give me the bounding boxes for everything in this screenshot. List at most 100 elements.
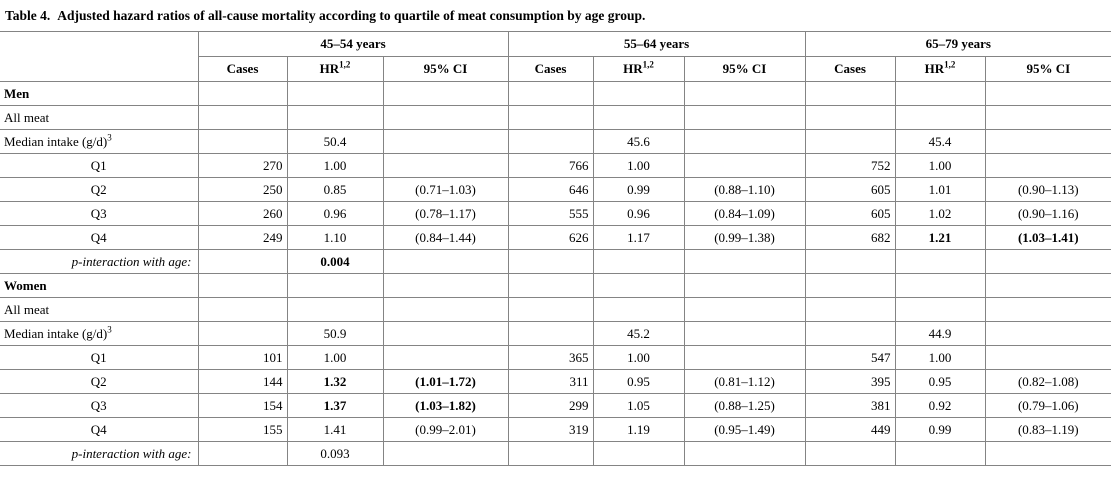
cell-g2-hr xyxy=(592,105,685,130)
cell-g2-ci xyxy=(683,249,806,274)
cell-g1-cases: 154 xyxy=(197,393,288,418)
cell-g2-cases: 311 xyxy=(507,369,594,394)
row-label: Q2 xyxy=(0,369,199,394)
cell-g1-cases xyxy=(197,129,288,154)
cell-g3-hr: 1.21 xyxy=(894,225,986,250)
cell-g3-cases: 752 xyxy=(804,153,896,178)
row-label-text: Median intake (g/d) xyxy=(4,133,108,149)
cell-g1-hr: 50.9 xyxy=(286,321,384,346)
age-group-45-54: 45–54 years xyxy=(197,31,509,57)
cell-g1-ci xyxy=(382,81,509,106)
cell-g3-hr xyxy=(894,81,986,106)
cell-g1-cases xyxy=(197,249,288,274)
cell-g3-cases xyxy=(804,273,896,298)
cell-g3-cases xyxy=(804,129,896,154)
cell-g1-hr: 0.85 xyxy=(286,177,384,202)
col-header-ci-g1: 95% CI xyxy=(382,56,509,82)
col-header-ci-g2: 95% CI xyxy=(683,56,806,82)
cell-g1-hr: 1.00 xyxy=(286,345,384,370)
row-label-text: Q4 xyxy=(90,229,107,245)
age-group-65-79: 65–79 years xyxy=(804,31,1112,57)
cell-g2-ci: (0.84–1.09) xyxy=(683,201,806,226)
cell-g1-ci xyxy=(382,153,509,178)
row-label-text: Q1 xyxy=(90,349,107,365)
cell-g3-ci xyxy=(984,441,1112,466)
cell-g3-hr: 0.95 xyxy=(894,369,986,394)
table-row: Men xyxy=(0,81,1112,106)
cell-g3-hr: 1.00 xyxy=(894,153,986,178)
cell-g2-hr: 45.6 xyxy=(592,129,685,154)
cell-g1-hr: 1.32 xyxy=(286,369,384,394)
cell-g1-ci: (0.78–1.17) xyxy=(382,201,509,226)
cell-g3-hr xyxy=(894,105,986,130)
row-label-text: Men xyxy=(4,85,30,101)
cell-g1-ci xyxy=(382,273,509,298)
corner-cell xyxy=(0,31,199,82)
row-label: p-interaction with age: xyxy=(0,249,199,274)
col-header-cases-g2: Cases xyxy=(507,56,594,82)
row-label: Median intake (g/d)3 xyxy=(0,129,199,154)
cell-g1-cases xyxy=(197,273,288,298)
cell-g1-ci xyxy=(382,345,509,370)
col-header-hr-g3: HR1,2 xyxy=(894,56,986,82)
row-label-text: Median intake (g/d) xyxy=(4,325,108,341)
cell-g3-cases: 449 xyxy=(804,417,896,442)
cell-g2-hr: 0.99 xyxy=(592,177,685,202)
row-label: Q2 xyxy=(0,177,199,202)
col-header-cases-g1: Cases xyxy=(198,56,288,82)
cell-g3-ci xyxy=(984,345,1112,370)
cell-g2-ci xyxy=(683,105,806,130)
cell-g1-cases: 260 xyxy=(197,201,288,226)
cell-g2-cases: 555 xyxy=(507,201,594,226)
cell-g1-hr: 50.4 xyxy=(286,129,384,154)
cell-g1-hr: 0.96 xyxy=(286,201,384,226)
cell-g2-ci xyxy=(683,129,806,154)
cell-g3-ci xyxy=(984,321,1112,346)
cell-g3-ci: (0.83–1.19) xyxy=(984,417,1112,442)
row-label: All meat xyxy=(0,297,199,322)
cell-g2-cases: 299 xyxy=(507,393,594,418)
table-title-prefix: Table 4. xyxy=(5,8,51,23)
row-label-text: Q4 xyxy=(90,421,107,437)
cell-g3-hr xyxy=(894,273,986,298)
col-header-hr-g1: HR1,2 xyxy=(286,56,384,82)
cell-g1-ci xyxy=(382,105,509,130)
cell-g3-ci xyxy=(984,81,1112,106)
cell-g1-hr xyxy=(286,297,384,322)
row-label-text: p-interaction with age: xyxy=(71,253,192,269)
cell-g1-ci: (0.84–1.44) xyxy=(382,225,509,250)
cell-g2-ci: (0.88–1.25) xyxy=(683,393,806,418)
cell-g2-ci xyxy=(683,273,806,298)
table-row: p-interaction with age: 0.004 xyxy=(0,249,1112,274)
cell-g3-cases: 605 xyxy=(804,177,896,202)
row-label-text: All meat xyxy=(4,109,50,125)
cell-g1-ci xyxy=(382,249,509,274)
col-header-ci-g3: 95% CI xyxy=(984,56,1112,82)
cell-g2-hr: 1.00 xyxy=(592,345,685,370)
cell-g1-cases xyxy=(197,321,288,346)
cell-g3-hr: 44.9 xyxy=(894,321,986,346)
row-label-superscript: 3 xyxy=(107,132,112,143)
cell-g1-ci: (0.71–1.03) xyxy=(382,177,509,202)
hazard-ratios-table: 45–54 years 55–64 years 65–79 years Case… xyxy=(0,31,1112,466)
row-label: All meat xyxy=(0,105,199,130)
cell-g2-ci xyxy=(683,153,806,178)
cell-g1-hr: 1.10 xyxy=(286,225,384,250)
cell-g1-hr: 1.00 xyxy=(286,153,384,178)
row-label: Median intake (g/d)3 xyxy=(0,321,199,346)
cell-g2-ci xyxy=(683,81,806,106)
row-label-text: Women xyxy=(4,277,47,293)
table-row: Q3 154 1.37 (1.03–1.82) 299 1.05 (0.88–1.25) 38… xyxy=(0,393,1112,418)
age-group-55-64: 55–64 years xyxy=(507,31,806,57)
cell-g2-cases xyxy=(507,297,594,322)
table-header: 45–54 years 55–64 years 65–79 years Case… xyxy=(0,31,1112,82)
cell-g3-cases xyxy=(804,81,896,106)
cell-g1-cases xyxy=(197,81,288,106)
cell-g1-hr: 1.41 xyxy=(286,417,384,442)
cell-g3-ci: (0.90–1.16) xyxy=(984,201,1112,226)
cell-g1-hr xyxy=(286,81,384,106)
row-label-text: p-interaction with age: xyxy=(71,445,192,461)
cell-g2-cases: 766 xyxy=(507,153,594,178)
cell-g1-hr: 1.37 xyxy=(286,393,384,418)
cell-g3-ci xyxy=(984,297,1112,322)
